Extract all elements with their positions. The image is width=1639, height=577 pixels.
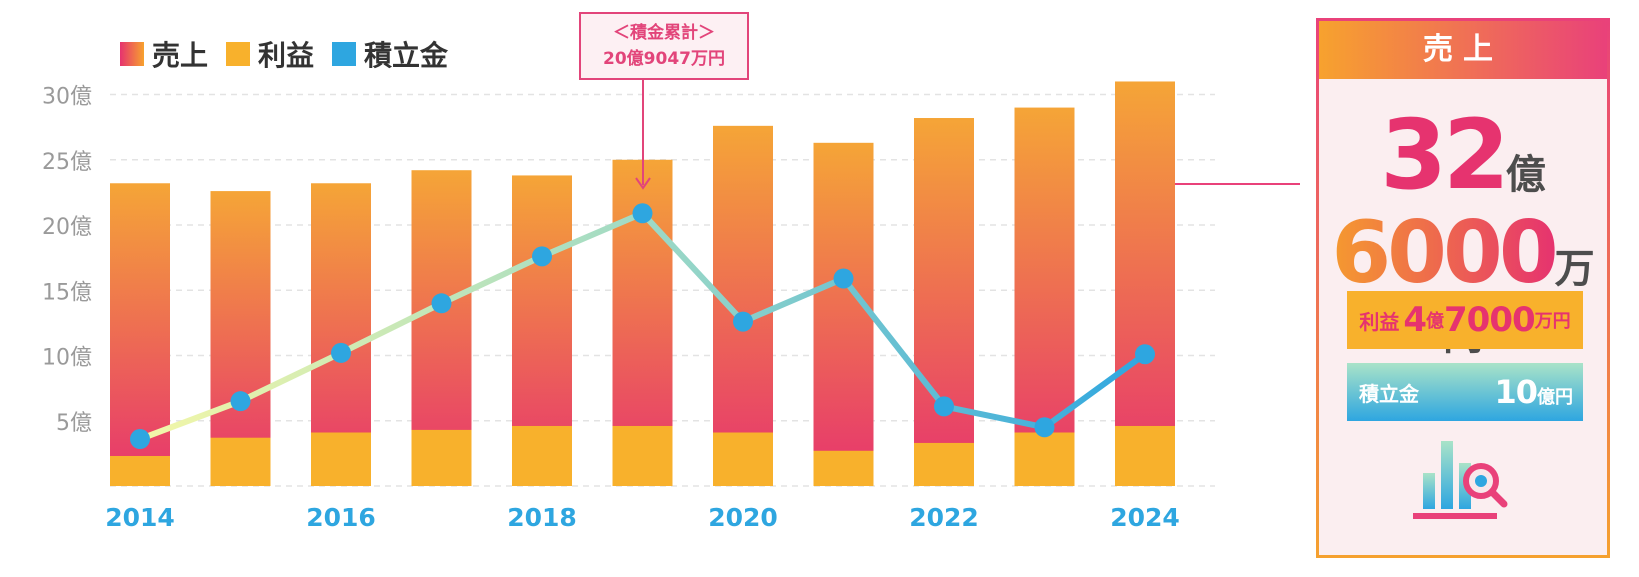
profit-man-number: 7000 <box>1444 300 1536 340</box>
profit-bar <box>311 432 371 486</box>
x-tick-label: 2024 <box>1110 503 1180 532</box>
x-tick-label: 2022 <box>909 503 979 532</box>
sales-bar <box>813 142 874 486</box>
sales-man-number: 6000 <box>1331 203 1558 303</box>
sales-bar <box>1115 81 1175 487</box>
sales-bar <box>210 191 271 486</box>
y-tick-label: 15億 <box>42 280 92 305</box>
profit-bar <box>1014 432 1075 486</box>
fund-point <box>632 203 653 224</box>
profit-man-unit: 万円 <box>1534 311 1571 332</box>
sales-man-row: 6000 万円 <box>1319 203 1607 361</box>
fund-label: 積立金 <box>1359 381 1419 406</box>
y-tick-label: 5億 <box>56 411 92 436</box>
profit-bar <box>713 432 773 486</box>
sales-summary-panel: 売上 32億 6000万円 利益 4 億 7000 万円 積立金 10億円 <box>1316 18 1610 558</box>
sales-oku-number: 32 <box>1380 99 1510 211</box>
fund-point <box>431 293 452 314</box>
fund-point <box>1135 344 1155 365</box>
fund-box: 積立金 10億円 <box>1347 363 1583 421</box>
sales-oku-unit: 億 <box>1505 152 1546 198</box>
panel-title: 売上 <box>1319 21 1607 79</box>
legend-swatch-profit <box>226 42 251 66</box>
sales-bar <box>914 118 974 486</box>
profit-box: 利益 4 億 7000 万円 <box>1347 291 1583 349</box>
legend-item-fund: 積立金 <box>332 34 448 74</box>
profit-label: 利益 <box>1359 309 1400 334</box>
fund-point <box>532 246 552 267</box>
sales-oku-row: 32億 <box>1319 99 1607 211</box>
chart-search-icon <box>1413 441 1508 519</box>
sales-bar <box>713 125 773 486</box>
x-tick-label: 2020 <box>708 503 778 532</box>
profit-bar <box>813 450 874 486</box>
y-tick-label: 30億 <box>42 85 92 110</box>
fund-point <box>833 268 854 289</box>
legend-label-profit: 利益 <box>258 39 315 72</box>
fund-point <box>230 391 251 412</box>
callout-value: 20億9047万円 <box>603 49 725 69</box>
fund-point <box>331 342 351 363</box>
combo-chart: 5億 10億 15億 20億 25億 30億 2014 2016 2018 2020 2022 20… <box>42 80 1300 532</box>
profit-bar <box>210 437 271 486</box>
legend: 売上 利益 積立金 <box>120 34 448 74</box>
fund-point <box>733 311 753 332</box>
y-tick-label: 20億 <box>42 215 92 240</box>
legend-swatch-sales <box>120 42 144 66</box>
y-tick-label: 25億 <box>42 150 92 175</box>
legend-label-sales: 売上 <box>152 39 209 72</box>
legend-label-fund: 積立金 <box>364 39 449 72</box>
callout-title: ＜積金累計＞ <box>613 23 715 43</box>
profit-bar <box>110 455 170 486</box>
profit-bar <box>1115 425 1175 486</box>
fund-point <box>1034 417 1055 438</box>
profit-oku-number: 4 <box>1403 300 1427 340</box>
fund-unit: 億円 <box>1537 387 1573 408</box>
profit-bar <box>512 425 572 486</box>
x-tick-label: 2018 <box>507 503 577 532</box>
y-tick-label: 10億 <box>42 346 92 371</box>
fund-point <box>130 429 150 450</box>
fund-number: 10 <box>1494 373 1538 411</box>
profit-bar <box>411 429 472 486</box>
annotation-arrowhead <box>635 177 651 190</box>
legend-item-sales: 売上 <box>120 34 208 74</box>
legend-item-profit: 利益 <box>226 34 314 74</box>
profit-bar <box>914 442 974 486</box>
fund-point <box>934 396 954 417</box>
x-tick-label: 2014 <box>105 503 175 532</box>
profit-bar <box>612 425 673 486</box>
cumulative-fund-callout: ＜積金累計＞ 20億9047万円 <box>579 12 749 80</box>
x-tick-label: 2016 <box>306 503 376 532</box>
legend-swatch-fund <box>332 42 357 66</box>
profit-oku-unit: 億 <box>1426 311 1445 332</box>
